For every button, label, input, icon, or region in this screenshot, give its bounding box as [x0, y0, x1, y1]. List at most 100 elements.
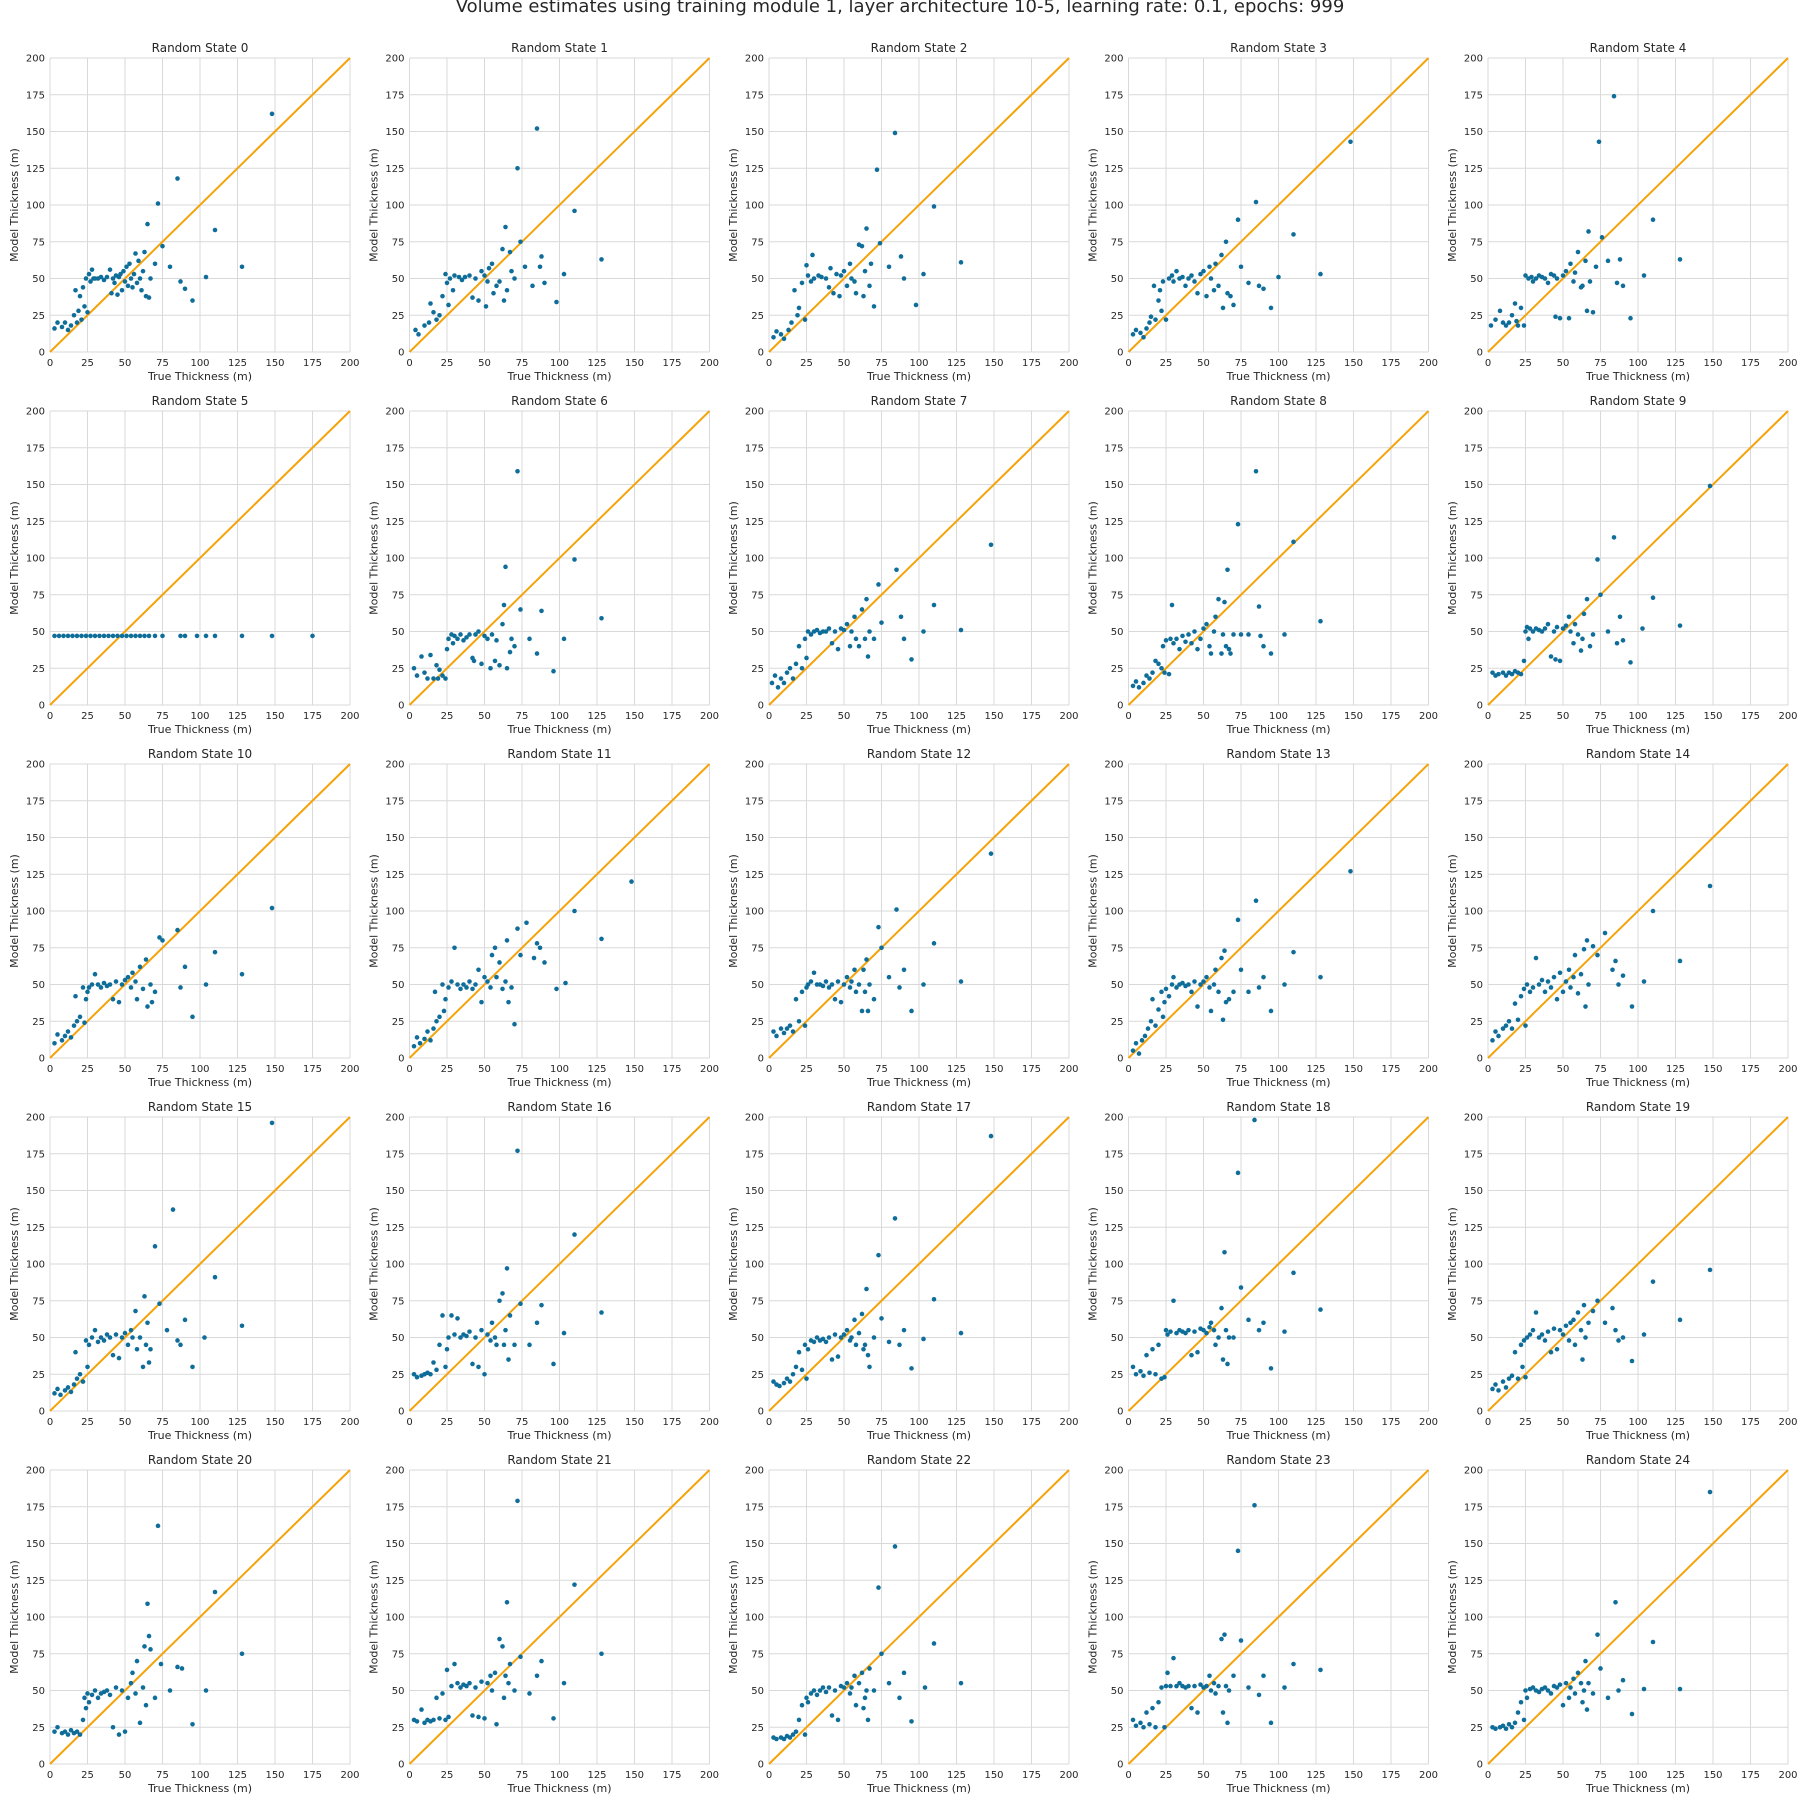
data-point [1133, 327, 1139, 333]
data-point [856, 1680, 862, 1686]
x-tick-label: 50 [1197, 711, 1210, 722]
x-tick-label: 25 [800, 1064, 813, 1075]
subplot-title: Random State 19 [1586, 1100, 1690, 1114]
data-point [1493, 1029, 1498, 1034]
data-point [1512, 1349, 1518, 1355]
x-tick-label: 0 [47, 711, 53, 722]
data-point [73, 1349, 78, 1355]
data-point [148, 1647, 153, 1652]
x-tick-label: 200 [340, 358, 359, 369]
y-tick-label: 125 [1104, 517, 1123, 528]
data-point [134, 996, 140, 1002]
data-point [1141, 335, 1146, 340]
data-point [1130, 1048, 1136, 1053]
data-point [77, 1014, 83, 1020]
data-point [1641, 979, 1647, 984]
data-point [1557, 970, 1563, 976]
data-point [143, 1702, 149, 1708]
data-point [85, 1364, 90, 1370]
data-point [101, 277, 107, 283]
data-point [856, 1330, 862, 1336]
y-tick-label: 50 [751, 1686, 764, 1697]
data-point [859, 1670, 865, 1676]
data-point [892, 1544, 898, 1549]
data-point [539, 254, 544, 259]
data-point [1171, 974, 1176, 980]
data-point [864, 596, 869, 602]
y-tick-label: 0 [1117, 348, 1123, 359]
x-tick-label: 125 [587, 1064, 606, 1075]
data-point [110, 276, 116, 281]
data-point [572, 557, 577, 562]
y-tick-label: 150 [745, 480, 764, 491]
data-point [853, 290, 859, 296]
data-point [70, 633, 75, 639]
data-point [1520, 1364, 1525, 1370]
y-tick-label: 125 [26, 517, 45, 528]
data-point [1530, 279, 1536, 284]
data-point [485, 1680, 490, 1686]
data-point [124, 264, 129, 270]
x-axis-label: True Thickness (m) [147, 370, 252, 383]
y-tick-label: 75 [1111, 1296, 1124, 1307]
data-point [1554, 276, 1560, 281]
data-point [83, 1705, 89, 1711]
data-point [428, 652, 433, 658]
data-point [539, 1658, 544, 1664]
data-point [1147, 676, 1152, 681]
y-tick-label: 75 [751, 237, 764, 248]
data-point [1616, 1688, 1621, 1693]
data-point [1219, 252, 1224, 258]
data-point [1133, 1041, 1139, 1046]
x-tick-label: 75 [1594, 711, 1607, 722]
x-tick-label: 0 [406, 1417, 412, 1428]
x-tick-label: 25 [441, 358, 454, 369]
y-tick-label: 125 [1104, 164, 1123, 175]
data-point [1526, 636, 1531, 642]
data-point [814, 1692, 820, 1698]
x-tick-label: 75 [1594, 1417, 1607, 1428]
y-tick-label: 175 [385, 90, 404, 101]
data-point [1551, 273, 1557, 278]
data-point [107, 982, 113, 987]
data-point [1150, 670, 1155, 675]
data-point [861, 967, 866, 973]
data-point [77, 1371, 83, 1377]
y-tick-label: 75 [392, 943, 405, 954]
y-tick-label: 150 [1464, 1539, 1483, 1550]
x-tick-label: 200 [700, 1770, 719, 1781]
data-point [1572, 1342, 1578, 1348]
data-point [832, 1332, 838, 1337]
data-point [572, 908, 577, 914]
data-point [494, 1722, 499, 1727]
y-tick-label: 100 [745, 1613, 764, 1624]
y-tick-label: 0 [758, 1760, 764, 1771]
data-point [488, 1338, 493, 1343]
data-point [74, 633, 80, 639]
x-tick-label: 0 [47, 358, 53, 369]
data-point [958, 979, 964, 984]
data-point [849, 276, 854, 281]
data-point [116, 1355, 122, 1361]
subplot-title: Random State 6 [511, 394, 608, 408]
data-point [503, 224, 508, 230]
data-point [449, 1313, 454, 1318]
y-tick-label: 0 [39, 1760, 45, 1771]
data-point [876, 1585, 881, 1590]
data-point [1268, 1720, 1274, 1726]
data-point [1222, 599, 1227, 605]
x-tick-label: 150 [625, 1417, 644, 1428]
data-point [1707, 1489, 1713, 1495]
data-point [152, 989, 158, 995]
data-point [781, 1380, 787, 1386]
data-point [422, 1036, 427, 1042]
x-tick-label: 125 [947, 1770, 966, 1781]
data-point [1545, 280, 1551, 286]
data-point [118, 271, 123, 277]
x-axis-label: True Thickness (m) [866, 1782, 971, 1795]
x-tick-label: 75 [1594, 358, 1607, 369]
data-point [1571, 1317, 1576, 1323]
data-point [847, 643, 853, 649]
data-point [1213, 614, 1218, 620]
data-point [473, 1335, 478, 1340]
